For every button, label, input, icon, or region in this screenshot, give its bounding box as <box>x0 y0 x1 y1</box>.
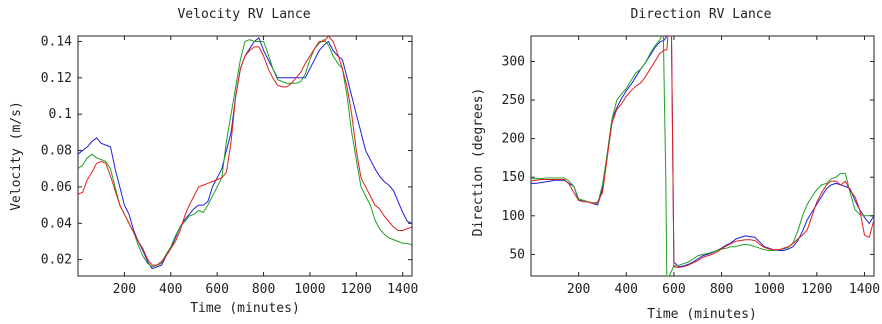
velocity-x-tick-label: 1400 <box>387 282 418 297</box>
velocity-y-tick-label: 0.04 <box>41 216 72 231</box>
velocity-x-tick-label: 200 <box>113 282 136 297</box>
velocity-y-tick-label: 0.06 <box>41 180 72 195</box>
velocity-x-tick-label: 1200 <box>341 282 372 297</box>
direction-x-tick-label: 1200 <box>801 282 832 297</box>
velocity-x-tick-label: 800 <box>252 282 275 297</box>
velocity-chart-xlabel: Time (minutes) <box>190 301 300 316</box>
velocity-y-tick-label: 0.08 <box>41 144 72 159</box>
velocity-y-tick-label: 0.12 <box>41 71 72 86</box>
velocity-chart-title: Velocity RV Lance <box>177 7 310 22</box>
direction-x-tick-label: 800 <box>710 282 733 297</box>
velocity-x-tick-label: 400 <box>159 282 182 297</box>
direction-chart-ylabel: Direction (degrees) <box>471 88 486 237</box>
velocity-y-tick-label: 0.1 <box>49 107 72 122</box>
direction-x-tick-label: 1400 <box>849 282 880 297</box>
velocity-chart-ylabel: Velocity (m/s) <box>9 101 24 211</box>
direction-x-tick-label: 200 <box>567 282 590 297</box>
direction-y-tick-label: 50 <box>509 247 525 262</box>
direction-y-tick-label: 300 <box>502 54 525 69</box>
direction-y-tick-label: 150 <box>502 170 525 185</box>
direction-y-tick-label: 100 <box>502 209 525 224</box>
velocity-plot-area <box>77 35 413 277</box>
direction-chart: Direction RV Lance 200 400 600 800 1000 1200 1… <box>471 7 880 322</box>
velocity-y-tick-label: 0.14 <box>41 34 72 49</box>
direction-chart-title: Direction RV Lance <box>631 7 772 22</box>
direction-x-tick-label: 1000 <box>754 282 785 297</box>
direction-x-tick-label: 400 <box>615 282 638 297</box>
direction-plot-area <box>530 35 875 277</box>
direction-series-line-3 <box>531 36 874 268</box>
velocity-series-line-3 <box>78 36 412 266</box>
direction-series-line-2 <box>531 36 874 276</box>
direction-y-tick-label: 200 <box>502 132 525 147</box>
direction-chart-xlabel: Time (minutes) <box>647 307 757 322</box>
velocity-x-tick-label: 600 <box>205 282 228 297</box>
velocity-y-tick-label: 0.02 <box>41 253 72 268</box>
velocity-x-tick-label: 1000 <box>294 282 325 297</box>
direction-x-tick-label: 600 <box>662 282 685 297</box>
velocity-chart: Velocity RV Lance 200 400 600 800 1000 1200 14… <box>9 7 418 316</box>
direction-y-tick-label: 250 <box>502 93 525 108</box>
